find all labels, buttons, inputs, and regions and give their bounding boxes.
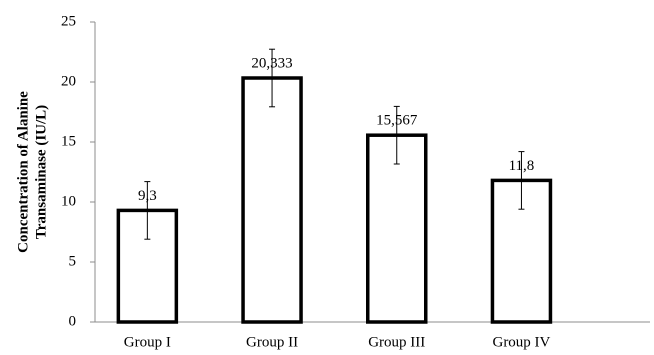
- x-tick-label: Group IV: [492, 334, 550, 350]
- x-tick-label: Group I: [124, 334, 171, 350]
- x-tick-label: Group III: [368, 334, 425, 350]
- value-label: 15,567: [376, 113, 418, 129]
- y-axis-label: Concentration of Alanine: [15, 91, 31, 253]
- y-tick-label: 20: [61, 73, 76, 89]
- y-tick-label: 5: [69, 253, 77, 269]
- bar: [366, 133, 428, 324]
- value-label: 11,8: [509, 158, 535, 174]
- x-tick-label: Group II: [246, 334, 298, 350]
- value-label: 9,3: [138, 188, 157, 204]
- y-tick-label: 10: [61, 193, 76, 209]
- value-label: 20,333: [251, 55, 292, 71]
- y-tick-label: 25: [61, 13, 76, 29]
- y-axis-label: Transaminase (IU/L): [33, 105, 49, 239]
- y-tick-label: 0: [69, 313, 77, 329]
- y-tick-label: 15: [61, 133, 76, 149]
- bar: [241, 76, 303, 324]
